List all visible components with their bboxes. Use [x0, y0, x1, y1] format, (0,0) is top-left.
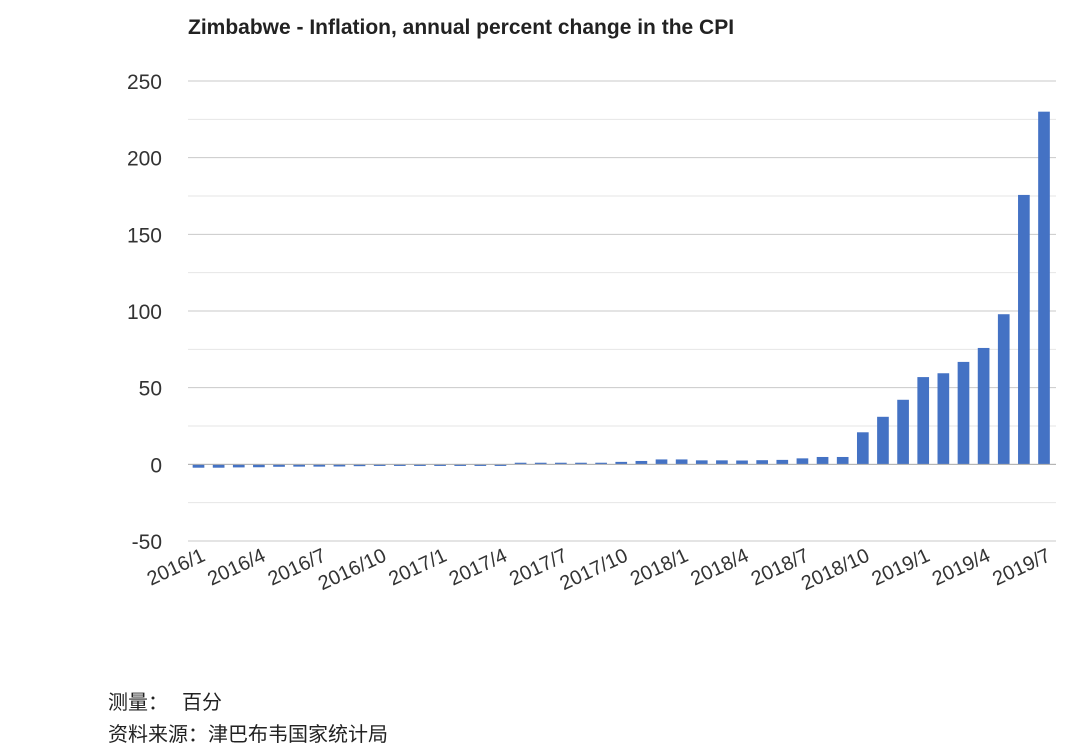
y-tick-label: 50	[139, 378, 162, 401]
measure-value: 百分	[182, 690, 222, 714]
bar	[313, 464, 326, 467]
bar	[917, 377, 930, 465]
y-tick-label: -50	[132, 531, 162, 554]
bar	[716, 460, 728, 465]
bar	[816, 456, 829, 465]
bar	[756, 460, 769, 465]
chart-title: Zimbabwe - Inflation, annual percent cha…	[188, 16, 735, 39]
bar	[232, 464, 245, 468]
y-tick-label: 100	[127, 301, 162, 324]
footer-source: 资料来源：津巴布韦国家统计局	[108, 718, 388, 747]
measure-label: 测量：	[108, 690, 168, 714]
bar	[555, 462, 567, 465]
bar-series	[188, 111, 1056, 468]
y-axis-tick-labels: -50 0 50 100 150 200 250	[127, 71, 162, 554]
y-tick-label: 250	[127, 71, 162, 94]
bar	[474, 464, 487, 466]
bar	[494, 464, 507, 466]
footer-measure: 测量： 百分	[108, 686, 222, 715]
chart-canvas: -50 0 50 100 150 200 250 2016/12016/42016/7201…	[127, 71, 1056, 595]
bar	[253, 464, 265, 468]
bar	[353, 464, 366, 467]
bar	[212, 464, 225, 468]
bar	[293, 464, 305, 467]
x-tick-label: 2018/4	[687, 545, 752, 591]
bar	[957, 361, 970, 465]
bar	[273, 464, 285, 467]
bar	[192, 464, 205, 468]
y-tick-label: 150	[127, 224, 162, 247]
bar	[655, 459, 668, 465]
bar	[434, 464, 446, 466]
y-tick-label: 0	[150, 454, 162, 477]
x-tick-label: 2019/7	[989, 545, 1054, 591]
bar	[615, 461, 628, 465]
source-value: 津巴布韦国家统计局	[208, 722, 388, 746]
x-tick-label: 2019/4	[929, 545, 994, 591]
x-tick-label: 2016/4	[204, 545, 269, 591]
bar	[695, 460, 708, 465]
bar	[575, 462, 587, 465]
bar	[796, 458, 809, 465]
y-tick-label: 200	[127, 148, 162, 171]
bar	[977, 347, 990, 465]
bar	[776, 459, 789, 465]
bar	[1018, 194, 1030, 465]
bar	[414, 464, 426, 466]
bar	[997, 314, 1010, 465]
bar	[937, 373, 950, 465]
bar	[856, 432, 869, 465]
x-tick-label: 2017/10	[557, 545, 632, 595]
bar	[333, 464, 346, 467]
x-tick-label: 2017/4	[446, 545, 511, 591]
bar	[635, 460, 648, 465]
bar	[675, 459, 688, 465]
bar	[877, 416, 889, 465]
x-tick-label: 2017/1	[385, 545, 450, 591]
x-axis-tick-labels: 2016/12016/42016/72016/102017/12017/4201…	[144, 545, 1054, 595]
x-tick-label: 2016/10	[315, 545, 390, 595]
bar	[836, 456, 849, 465]
bar	[736, 460, 748, 465]
x-tick-label: 2019/1	[869, 545, 934, 591]
x-tick-label: 2018/10	[798, 545, 873, 595]
grid-lines	[188, 80, 1056, 542]
bar	[393, 464, 406, 466]
source-label: 资料来源：	[108, 722, 208, 746]
bar	[595, 462, 607, 465]
bar	[514, 462, 527, 465]
bar	[534, 462, 547, 465]
bar	[454, 464, 467, 466]
x-tick-label: 2018/1	[627, 545, 692, 591]
bar	[1038, 111, 1050, 465]
bar	[897, 399, 909, 465]
bar	[373, 464, 386, 466]
